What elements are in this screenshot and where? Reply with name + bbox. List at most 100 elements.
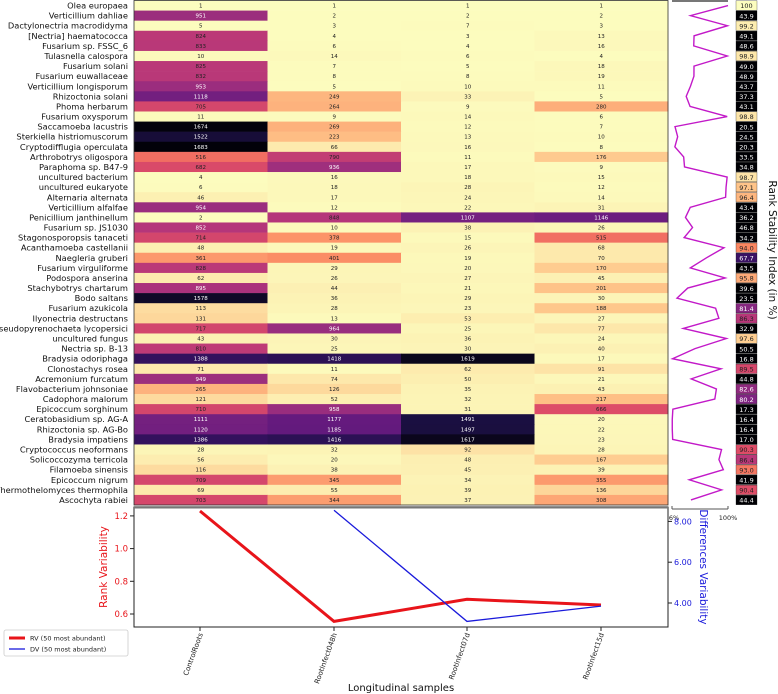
cell-value: 31 bbox=[464, 407, 471, 413]
cell-value: 31 bbox=[598, 205, 605, 211]
heatmap-row: Phoma herbarum 705 264 9 280 43.1 bbox=[56, 101, 758, 112]
heatmap-cell bbox=[534, 10, 669, 21]
heatmap-cell bbox=[267, 272, 402, 284]
heatmap-cell bbox=[401, 424, 535, 435]
rsi-cell bbox=[735, 41, 758, 51]
cell-value: 344 bbox=[329, 498, 340, 504]
heatmap-cell bbox=[134, 424, 268, 435]
cell-value: 1386 bbox=[194, 437, 208, 443]
heatmap-cell bbox=[267, 404, 402, 415]
cell-value: 48 bbox=[464, 458, 471, 464]
heatmap-cell bbox=[401, 484, 535, 496]
cell-value: 18 bbox=[598, 64, 605, 70]
rsi-value: 43.5 bbox=[739, 265, 753, 273]
cell-value: 705 bbox=[196, 104, 207, 110]
heatmap-cell bbox=[401, 394, 535, 405]
cell-value: 21 bbox=[598, 377, 605, 383]
row-label: [Nectria] haematococca bbox=[28, 31, 128, 41]
x-tick-label: RootInfect07d bbox=[448, 632, 472, 681]
heatmap-cell bbox=[534, 363, 669, 375]
heatmap-cell bbox=[134, 464, 268, 476]
rsi-cell bbox=[735, 91, 758, 102]
legend: RV (50 most abundant) DV (50 most abundan… bbox=[3, 629, 129, 657]
cell-value: 20 bbox=[464, 266, 471, 272]
cell-value: 18 bbox=[464, 175, 471, 181]
row-label: Verticillium longisporum bbox=[28, 81, 129, 91]
cell-value: 13 bbox=[331, 316, 338, 322]
heatmap-cell bbox=[534, 0, 669, 11]
heatmap-cell bbox=[534, 151, 669, 163]
cell-value: 8 bbox=[333, 74, 337, 80]
heatmap-cell bbox=[267, 373, 402, 385]
heatmap-row: Alternaria alternata 46 17 24 14 96.4 bbox=[47, 192, 758, 203]
cell-value: 1674 bbox=[194, 125, 208, 131]
heatmap-cell bbox=[401, 182, 535, 193]
cell-value: 38 bbox=[464, 226, 471, 232]
y-tick-label: 0.6 bbox=[114, 610, 128, 620]
heatmap-row: Penicillium janthinellum 2 848 1107 1146 36.2 bbox=[29, 212, 758, 223]
heatmap-cell bbox=[401, 222, 535, 233]
rsi-cell bbox=[735, 222, 758, 233]
cell-value: 35 bbox=[464, 387, 471, 393]
heatmap-cell bbox=[534, 40, 669, 52]
heatmap-row: [Nectria] haematococca 824 4 3 13 49.1 bbox=[28, 30, 758, 42]
heatmap-cell bbox=[401, 333, 535, 344]
heatmap-cell bbox=[267, 394, 402, 405]
line-chart-top-border bbox=[134, 507, 668, 509]
rsi-cell bbox=[735, 71, 758, 82]
heatmap-cell bbox=[401, 111, 535, 122]
heatmap-cell bbox=[134, 10, 268, 21]
cell-value: 45 bbox=[464, 468, 471, 474]
heatmap-cell bbox=[401, 61, 535, 72]
row-label: Stachybotrys chartarum bbox=[27, 283, 128, 293]
heatmap-cell bbox=[267, 182, 402, 193]
cell-value: 24 bbox=[464, 195, 471, 201]
cell-value: 11 bbox=[598, 84, 605, 90]
heatmap-row: Stachybotrys chartarum 895 44 21 201 39.6 bbox=[27, 283, 758, 294]
heatmap-cell bbox=[534, 272, 669, 284]
cell-value: 7 bbox=[466, 24, 470, 30]
heatmap-row: Saccamoeba lacustris 1674 269 12 7 20.5 bbox=[37, 121, 758, 132]
heatmap-cell bbox=[267, 363, 402, 375]
cell-value: 21 bbox=[464, 286, 471, 292]
rsi-cell bbox=[735, 444, 758, 455]
heatmap-cell bbox=[401, 272, 535, 284]
heatmap-cell bbox=[134, 293, 268, 304]
rsi-value: 98.7 bbox=[739, 174, 753, 182]
heatmap-cell bbox=[267, 424, 402, 435]
cell-value: 25 bbox=[464, 326, 471, 332]
cell-value: 23 bbox=[464, 306, 471, 312]
y2-axis-label: Differences Variability bbox=[697, 509, 709, 624]
cell-value: 848 bbox=[329, 215, 340, 221]
heatmap-cell bbox=[534, 121, 669, 132]
heatmap-row: Bradysia impatiens 1386 1416 1617 23 17.0 bbox=[48, 434, 758, 445]
cell-value: 3 bbox=[333, 24, 337, 30]
heatmap-cell bbox=[134, 474, 268, 486]
heatmap-cell bbox=[134, 172, 268, 183]
heatmap-cell bbox=[134, 20, 268, 32]
cell-value: 2 bbox=[199, 215, 203, 221]
heatmap-cell bbox=[401, 323, 535, 334]
cell-value: 936 bbox=[329, 165, 340, 171]
heatmap-cell bbox=[401, 202, 535, 213]
cell-value: 223 bbox=[329, 135, 340, 141]
series-line-left bbox=[199, 509, 602, 623]
cell-value: 717 bbox=[196, 326, 207, 332]
row-label: Olea europaea bbox=[67, 1, 128, 11]
cell-value: 28 bbox=[598, 448, 605, 454]
heatmap-cell bbox=[401, 454, 535, 465]
rsi-cell bbox=[735, 394, 758, 404]
cell-value: 71 bbox=[197, 367, 204, 373]
row-label: Fusarium azukicola bbox=[48, 303, 128, 313]
row-label: Solicoccozyma terricola bbox=[30, 455, 128, 465]
rsi-cell bbox=[735, 333, 758, 344]
cell-value: 16 bbox=[331, 175, 338, 181]
cell-value: 355 bbox=[596, 478, 607, 484]
cell-value: 954 bbox=[196, 205, 207, 211]
rsi-cell bbox=[735, 303, 758, 314]
rsi-value: 43.7 bbox=[739, 83, 753, 91]
cell-value: 11 bbox=[464, 155, 471, 161]
rsi-cell bbox=[735, 454, 758, 465]
cell-value: 1 bbox=[199, 4, 203, 10]
